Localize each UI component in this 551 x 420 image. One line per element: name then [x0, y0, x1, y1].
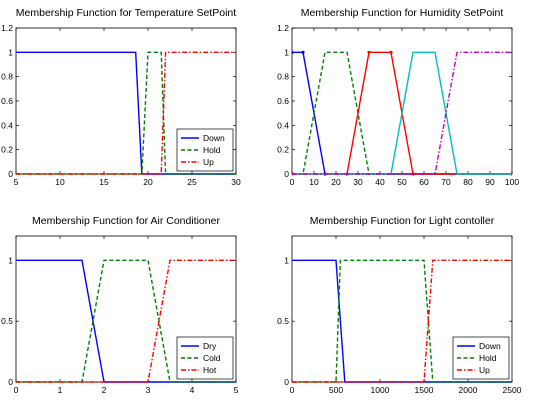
series-line-down [292, 259, 512, 383]
x-tick-label: 20 [143, 177, 153, 187]
y-tick-label: 0.6 [277, 96, 289, 106]
legend-label: Hot [203, 365, 217, 375]
legend-label: Hold [479, 353, 497, 363]
chart-title: Membership Function for Temperature SetP… [16, 7, 236, 19]
x-tick-label: 4 [190, 385, 195, 395]
series-line-4 [292, 51, 512, 175]
legend [452, 336, 510, 380]
y-tick-label: 1.2 [1, 23, 13, 33]
data-point [292, 50, 294, 54]
legend-label: Down [203, 133, 225, 143]
x-tick-label: 2 [102, 385, 107, 395]
x-tick-label: 40 [375, 177, 385, 187]
y-tick-label: 0 [284, 377, 289, 387]
x-tick-label: 0 [290, 177, 295, 187]
x-tick-label: 0 [14, 385, 19, 395]
x-tick-label: 2000 [459, 385, 478, 395]
x-tick-label: 1500 [415, 385, 434, 395]
x-tick-label: 10 [309, 177, 319, 187]
chart-svg: Membership Function for Air Conditioner 0… [1, 215, 239, 395]
x-tick-label: 1 [58, 385, 63, 395]
y-tick-label: 1 [284, 255, 289, 265]
data-point [367, 50, 371, 54]
series-line-hold [16, 51, 236, 175]
y-tick-label: 1 [284, 47, 289, 57]
series-line-hold [292, 259, 512, 383]
series-line-up [16, 51, 236, 175]
x-tick-label: 80 [463, 177, 473, 187]
legend [176, 336, 234, 380]
legend-label: Dry [203, 341, 217, 351]
plot-area [291, 27, 513, 175]
y-tick-label: 1 [8, 255, 13, 265]
y-tick-label: 1.2 [277, 23, 289, 33]
legend-label: Up [203, 157, 214, 167]
x-tick-label: 20 [331, 177, 341, 187]
humidity-setpoint-chart: Membership Function for Humidity SetPoin… [276, 0, 551, 205]
x-tick-label: 70 [441, 177, 451, 187]
series-line-5 [292, 51, 512, 175]
y-tick-label: 0.4 [277, 120, 289, 130]
chart-title: Membership Function for Air Conditioner [32, 215, 220, 227]
x-tick-label: 30 [231, 177, 241, 187]
x-tick-label: 15 [99, 177, 109, 187]
x-tick-label: 100 [505, 177, 519, 187]
y-tick-label: 0 [284, 169, 289, 179]
series-line-hot [16, 259, 236, 383]
legend [176, 128, 234, 172]
temperature-setpoint-chart: Membership Function for Temperature SetP… [0, 0, 275, 205]
x-tick-label: 3 [146, 385, 151, 395]
x-tick-label: 60 [419, 177, 429, 187]
x-tick-label: 10 [55, 177, 65, 187]
legend-label: Down [479, 341, 501, 351]
x-tick-label: 1000 [371, 385, 390, 395]
y-tick-label: 0.8 [277, 72, 289, 82]
x-tick-label: 5 [14, 177, 19, 187]
light-controller-chart: Membership Function for Light contoller 0… [276, 208, 551, 413]
y-tick-label: 0.5 [277, 316, 289, 326]
y-tick-label: 0.4 [1, 120, 13, 130]
x-tick-label: 30 [353, 177, 363, 187]
y-tick-label: 0.8 [1, 72, 13, 82]
x-tick-label: 25 [187, 177, 197, 187]
x-tick-label: 50 [397, 177, 407, 187]
legend-label: Hold [203, 145, 221, 155]
y-tick-label: 0.6 [1, 96, 13, 106]
chart-title: Membership Function for Light contoller [310, 215, 495, 227]
y-tick-label: 0 [8, 377, 13, 387]
data-point [389, 50, 393, 54]
x-tick-label: 2500 [503, 385, 522, 395]
air-conditioner-chart: Membership Function for Air Conditioner 0… [0, 208, 275, 413]
chart-svg: Membership Function for Temperature SetP… [1, 7, 241, 187]
legend-label: Cold [203, 353, 221, 363]
y-tick-label: 0.2 [277, 145, 289, 155]
chart-svg: Membership Function for Light contoller 0… [277, 215, 522, 395]
x-tick-label: 5 [234, 385, 239, 395]
series-line-up [292, 259, 512, 383]
y-tick-label: 0.5 [1, 316, 13, 326]
x-tick-label: 500 [329, 385, 343, 395]
legend-label: Up [479, 365, 490, 375]
x-tick-label: 90 [485, 177, 495, 187]
series-line-dry [16, 259, 236, 383]
chart-title: Membership Function for Humidity SetPoin… [301, 7, 504, 19]
data-point [411, 172, 415, 176]
y-tick-label: 0 [8, 169, 13, 179]
data-point [301, 50, 305, 54]
y-tick-label: 0.2 [1, 145, 13, 155]
y-tick-label: 1 [8, 47, 13, 57]
chart-svg: Membership Function for Humidity SetPoin… [277, 7, 519, 187]
x-tick-label: 0 [290, 385, 295, 395]
